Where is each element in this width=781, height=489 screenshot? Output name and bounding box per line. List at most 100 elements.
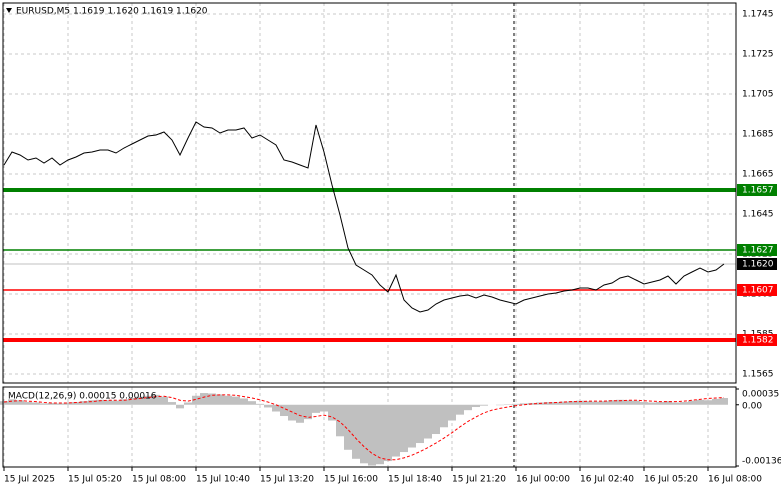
macd-bar: [632, 400, 640, 405]
x-tick-label: 15 Jul 18:40: [388, 475, 442, 485]
macd-bar: [16, 400, 24, 405]
macd-bar: [280, 404, 288, 417]
macd-bar: [64, 402, 72, 405]
macd-bar: [272, 404, 280, 412]
macd-bar: [688, 400, 696, 405]
x-tick-label: 15 Jul 08:00: [132, 475, 186, 485]
x-tick-label: 15 Jul 10:40: [196, 475, 250, 485]
macd-bar: [48, 402, 56, 405]
macd-bar: [600, 401, 608, 405]
signal-line: [3, 394, 725, 461]
macd-bar: [376, 404, 384, 465]
macd-bar: [616, 399, 624, 405]
level-label-box: [737, 334, 777, 346]
macd-bar: [88, 400, 96, 405]
macd-bar: [176, 404, 184, 409]
level-label-box: [737, 244, 777, 256]
macd-bar: [712, 398, 720, 405]
macd-bar: [24, 402, 32, 405]
macd-bar: [72, 402, 80, 405]
x-tick-label: 15 Jul 05:20: [68, 475, 122, 485]
chart-title: EURUSD,M5 1.1619 1.1620 1.1619 1.1620: [16, 7, 208, 17]
macd-bar: [720, 398, 728, 405]
level-label: 1.1607: [742, 286, 774, 296]
x-tick-label: 15 Jul 21:20: [452, 475, 506, 485]
macd-bar: [624, 400, 632, 405]
macd-bar: [232, 396, 240, 405]
x-tick-label: 16 Jul 02:40: [580, 475, 634, 485]
macd-bar: [208, 393, 216, 405]
macd-bar: [696, 399, 704, 405]
macd-bar: [608, 400, 616, 405]
macd-bar: [384, 404, 392, 462]
price-frame: [2, 2, 737, 384]
macd-bar: [248, 401, 256, 405]
macd-bar: [648, 402, 656, 405]
macd-bar: [552, 402, 560, 405]
macd-bar: [184, 402, 192, 405]
macd-bar: [80, 401, 88, 405]
y-tick-label: 0.00: [742, 401, 762, 411]
macd-bar: [672, 402, 680, 405]
macd-bar: [416, 404, 424, 444]
macd-bar: [448, 404, 456, 421]
macd-bar: [256, 403, 264, 405]
level-label: 1.1657: [742, 186, 774, 196]
macd-bar: [128, 398, 136, 405]
macd-bar: [592, 401, 600, 405]
macd-bar: [144, 395, 152, 405]
macd-bar: [368, 404, 376, 466]
macd-bar: [400, 404, 408, 453]
macd-bar: [224, 395, 232, 405]
y-tick-label: 1.1725: [742, 50, 774, 60]
macd-bar: [560, 401, 568, 405]
macd-bar: [512, 403, 520, 405]
macd-bar: [104, 400, 112, 405]
macd-title: MACD(12,26,9) 0.00015 0.00016: [8, 392, 157, 402]
macd-bar: [520, 403, 528, 405]
macd-bar: [424, 404, 432, 439]
menu-arrow[interactable]: [6, 8, 12, 13]
macd-bar: [296, 404, 304, 423]
price-label: 1.1620: [742, 260, 774, 270]
macd-bar: [360, 404, 368, 464]
macd-bar: [216, 394, 224, 405]
macd-bar: [288, 404, 296, 421]
x-tick-label: 15 Jul 13:20: [260, 475, 314, 485]
macd-bar: [264, 404, 272, 408]
y-tick-label: 1.1685: [742, 130, 774, 140]
price-line: [3, 121, 725, 313]
level-label: 1.1627: [742, 246, 774, 256]
y-tick-label: 1.1705: [742, 90, 774, 100]
macd-bar: [544, 402, 552, 405]
macd-bar: [152, 394, 160, 405]
y-tick-label: 0.00035: [742, 390, 779, 400]
macd-bar: [320, 404, 328, 412]
y-tick-label: 1.1745: [742, 10, 774, 20]
macd-bar: [112, 400, 120, 405]
macd-bar: [440, 404, 448, 428]
macd-bar: [584, 401, 592, 405]
macd-bar: [336, 404, 344, 437]
macd-bar: [656, 402, 664, 405]
y-tick-label: 1.1665: [742, 170, 774, 180]
macd-bar: [664, 401, 672, 405]
macd-bar: [200, 393, 208, 405]
macd-bar: [472, 404, 480, 408]
level-label-box: [737, 284, 777, 296]
macd-bar: [56, 403, 64, 405]
y-tick-label: 1.1645: [742, 210, 774, 220]
macd-bar: [464, 404, 472, 411]
macd-bar: [312, 404, 320, 413]
macd-bar: [32, 402, 40, 405]
macd-bar: [352, 404, 360, 459]
y-tick-label: -0.00136: [742, 457, 781, 467]
macd-bar: [704, 400, 712, 405]
macd-frame: [2, 386, 737, 468]
macd-bar: [136, 396, 144, 405]
macd-bar: [304, 404, 312, 420]
x-tick-label: 16 Jul 08:00: [708, 475, 762, 485]
macd-bar: [40, 403, 48, 405]
macd-bar: [576, 400, 584, 405]
